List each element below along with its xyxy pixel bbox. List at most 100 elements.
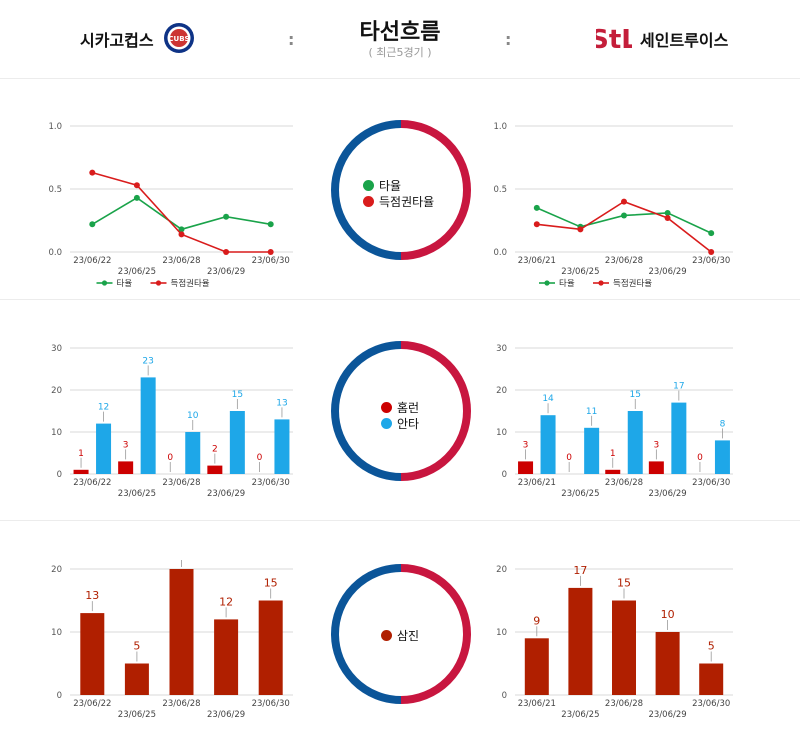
- left-hits-chart: 010203023/06/2223/06/2523/06/2823/06/292…: [51, 344, 293, 499]
- left-so-chart: 0 10 20 23/06/22 23/06/25 23/06/28 23/06/29 23/…: [51, 560, 293, 720]
- y-tick-label: 0: [57, 691, 62, 701]
- x-tick-label: 23/06/25: [118, 710, 156, 720]
- center-legend-hits: 홈런 안타: [381, 399, 419, 431]
- data-point: [664, 214, 671, 221]
- data-point: [267, 249, 274, 255]
- y-tick-label: 0.0: [48, 248, 62, 258]
- page-title: 타선흐름: [359, 20, 441, 45]
- data-label: 13: [276, 398, 287, 408]
- bar: [648, 461, 664, 474]
- ring-so: [331, 564, 471, 704]
- y-tick-label: 10: [496, 628, 507, 638]
- bar: [73, 469, 89, 474]
- data-point: [708, 249, 715, 255]
- data-point: [89, 221, 96, 228]
- right-team-name: 세인트루이스: [640, 31, 729, 50]
- series-line: [92, 171, 271, 253]
- ring-right-arc: [400, 120, 471, 260]
- ring-left-arc: [331, 341, 402, 481]
- legend-so-label: 삼진: [397, 628, 420, 643]
- legend-avg-label: 타율: [379, 178, 402, 193]
- legend-hits-label: 안타: [397, 416, 420, 431]
- legend-risp-dot: [363, 195, 374, 207]
- x-tick-label: 23/06/30: [692, 699, 730, 709]
- data-label: 10: [661, 608, 675, 621]
- bar: [524, 638, 549, 695]
- data-label: 8: [720, 419, 726, 429]
- data-label: 1: [610, 449, 616, 459]
- y-tick-label: 30: [496, 344, 507, 354]
- bar: [671, 402, 687, 474]
- data-label: 23: [142, 356, 153, 366]
- y-tick-label: 10: [51, 628, 62, 638]
- x-tick-label: 23/06/22: [73, 256, 111, 266]
- data-point: [267, 221, 274, 228]
- x-tick-label: 23/06/30: [692, 256, 730, 266]
- y-tick-label: 0.5: [48, 185, 62, 195]
- y-tick-label: 30: [51, 344, 62, 354]
- y-tick-label: 0.5: [493, 185, 507, 195]
- data-point: [621, 198, 627, 205]
- data-label: 3: [653, 440, 659, 450]
- x-tick-label: 23/06/28: [162, 256, 200, 266]
- right-so-chart: 0 10 20 23/06/21 23/06/25 23/06/28 23/06/29 23/…: [496, 564, 733, 720]
- bar: [96, 423, 112, 474]
- page-subtitle: ( 최근5경기 ): [368, 46, 432, 59]
- data-label: 3: [123, 440, 129, 450]
- center-legend-so: 삼진: [381, 627, 419, 643]
- x-tick-label: 23/06/30: [692, 478, 730, 488]
- y-tick-label: 10: [496, 428, 507, 438]
- bar: [627, 411, 643, 474]
- data-label: 15: [630, 390, 641, 400]
- bar: [258, 600, 283, 695]
- legend-hr-dot: [381, 401, 392, 413]
- ring-hits: [331, 341, 471, 481]
- data-label: 0: [566, 453, 572, 463]
- ring-left-arc: [331, 564, 402, 704]
- separator-right: :: [505, 30, 512, 49]
- cubs-logo-text: CUBS: [168, 35, 189, 43]
- bar: [699, 663, 724, 695]
- x-tick-label: 23/06/28: [605, 256, 643, 266]
- bar: [229, 411, 245, 474]
- data-label: 0: [257, 453, 263, 463]
- bar: [612, 600, 636, 695]
- data-point: [664, 209, 671, 216]
- y-tick-label: 20: [51, 386, 62, 396]
- legend-avg-dot: [363, 179, 374, 191]
- header: 시카고컵스 CUBS : 타선흐름 ( 최근5경기 ) : StL 세인트루이스: [0, 0, 800, 79]
- section-divider: [0, 520, 800, 521]
- bar: [584, 427, 600, 474]
- y-tick-label: 20: [496, 565, 507, 575]
- x-tick-label: 23/06/21: [518, 256, 556, 266]
- data-point: [533, 204, 540, 211]
- bar: [169, 569, 194, 695]
- legend-risp-label: 득점권타율: [379, 194, 435, 209]
- data-label: 3: [523, 440, 529, 450]
- data-label: 5: [133, 640, 140, 653]
- legend-label: 타율: [117, 279, 133, 289]
- ring-right-arc: [400, 341, 471, 481]
- x-tick-label: 23/06/22: [73, 478, 111, 488]
- x-tick-label: 23/06/22: [73, 699, 111, 709]
- bar: [124, 663, 149, 695]
- ring-right-arc: [400, 564, 471, 704]
- data-point: [178, 226, 185, 233]
- x-tick-label: 23/06/25: [561, 489, 599, 499]
- right-avg-chart: 0.0 0.5 1.0 23/06/21 23/06/25 23/06/28 23/06/2…: [493, 122, 733, 289]
- data-point: [133, 194, 140, 201]
- bar: [655, 632, 680, 695]
- x-tick-label: 23/06/30: [252, 699, 290, 709]
- data-label: 5: [708, 640, 715, 653]
- separator-left: :: [288, 30, 295, 49]
- y-tick-label: 0: [502, 470, 507, 480]
- data-point: [577, 226, 584, 233]
- y-tick-label: 20: [496, 386, 507, 396]
- data-label: 10: [187, 411, 199, 421]
- x-tick-label: 23/06/25: [561, 267, 599, 277]
- x-tick-label: 23/06/25: [118, 267, 156, 277]
- data-label: 12: [98, 403, 109, 413]
- left-avg-chart: 0.0 0.5 1.0 23/06/22 23/06/25 23/06/28 23/06/2…: [48, 122, 293, 289]
- bar: [214, 619, 239, 695]
- data-label: 13: [85, 589, 99, 602]
